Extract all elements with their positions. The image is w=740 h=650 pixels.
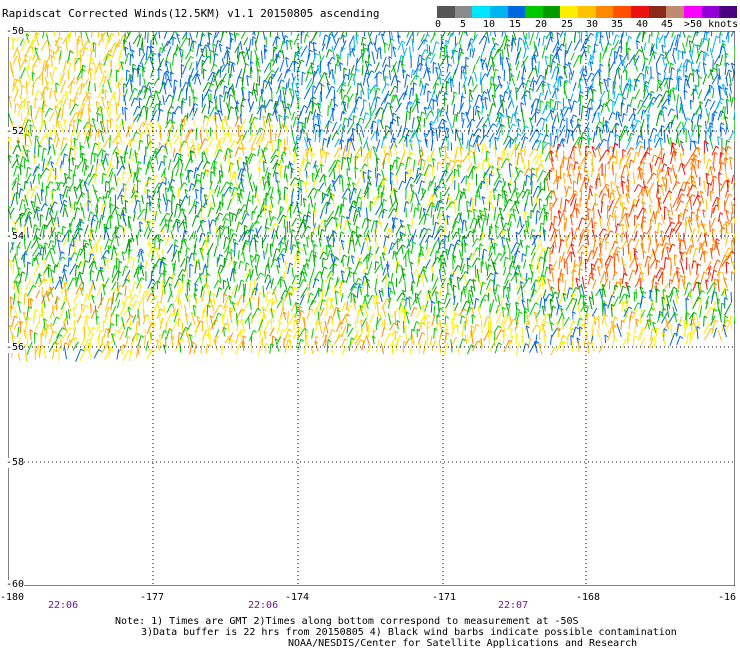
time-label: 22:07 (498, 600, 529, 611)
lat-label: -58 (6, 457, 25, 468)
wind-speed-color-scale (437, 6, 737, 18)
scale-swatch (454, 6, 473, 18)
time-label: 22:06 (248, 600, 279, 611)
lat-label: -56 (6, 342, 25, 353)
note-line-3: NOAA/NESDIS/Center for Satellite Applica… (288, 638, 638, 649)
scale-swatch (560, 6, 579, 18)
lon-label: -177 (140, 592, 165, 603)
scale-label: 10 (483, 19, 496, 30)
scale-swatch (631, 6, 649, 18)
scale-swatch (613, 6, 632, 18)
map-border (8, 31, 735, 586)
lon-label: -174 (285, 592, 310, 603)
lat-label: -50 (6, 26, 25, 37)
scale-swatch (666, 6, 684, 18)
wind-barbs (8, 31, 735, 362)
scale-swatch (648, 6, 667, 18)
wind-map[interactable] (8, 31, 735, 586)
scale-swatch (472, 6, 490, 18)
note-line-1: Note: 1) Times are GMT 2)Times along bot… (115, 616, 579, 627)
scale-label: 25 (561, 19, 574, 30)
scale-label: 35 (611, 19, 624, 30)
scale-label: 15 (509, 19, 522, 30)
wind-map-canvas (8, 31, 735, 586)
scale-swatch (719, 6, 737, 18)
scale-swatch (595, 6, 614, 18)
scale-label: >50 knots (684, 19, 739, 30)
map-title: Rapidscat Corrected Winds(12.5KM) v1.1 2… (2, 7, 380, 20)
scale-swatch (683, 6, 702, 18)
lat-label: -60 (6, 579, 25, 590)
time-label: 22:06 (48, 600, 79, 611)
scale-label: 20 (535, 19, 548, 30)
footnotes: Note: 1) Times are GMT 2)Times along bot… (115, 616, 677, 649)
scale-swatch (542, 6, 561, 18)
scale-label: 40 (636, 19, 649, 30)
scale-swatch (578, 6, 596, 18)
wind-speed-scale-labels: 0 5 10 15 20 25 30 35 40 45 >50 knots (430, 19, 740, 31)
lat-lon-grid (8, 31, 735, 586)
scale-swatch (437, 6, 455, 18)
scale-label: 0 (435, 19, 442, 30)
lon-label: -168 (576, 592, 601, 603)
lat-label: -52 (6, 126, 25, 137)
lon-label: -180 (0, 592, 25, 603)
scale-label: 30 (586, 19, 599, 30)
scale-label: 45 (661, 19, 674, 30)
scale-label: 5 (460, 19, 467, 30)
scale-swatch (525, 6, 543, 18)
scale-swatch (489, 6, 508, 18)
lon-label: -171 (432, 592, 457, 603)
scale-swatch (507, 6, 526, 18)
lat-label: -54 (6, 231, 25, 242)
note-line-2: 3)Data buffer is 22 hrs from 20150805 4)… (141, 627, 677, 638)
lon-label: -16 (718, 592, 737, 603)
scale-swatch (701, 6, 720, 18)
